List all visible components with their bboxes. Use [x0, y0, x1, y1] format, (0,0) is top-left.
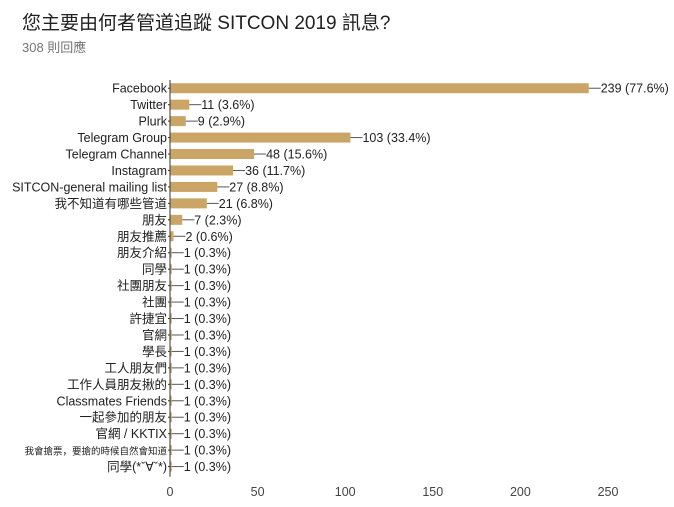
- data-label: 21 (6.8%): [219, 197, 273, 211]
- category-label: 官網: [142, 327, 167, 342]
- data-label: 1 (0.3%): [184, 296, 231, 310]
- bar: [170, 149, 254, 159]
- bar: [170, 83, 589, 93]
- data-label: 1 (0.3%): [184, 460, 231, 474]
- category-label: Twitter: [130, 98, 167, 112]
- data-label: 1 (0.3%): [184, 345, 231, 359]
- category-label: Facebook: [112, 82, 168, 96]
- bar: [170, 165, 233, 175]
- x-tick-label: 0: [167, 485, 174, 499]
- category-label: Classmates Friends: [57, 394, 167, 408]
- data-label: 1 (0.3%): [184, 279, 231, 293]
- bar: [170, 215, 182, 225]
- category-label: Telegram Channel: [66, 148, 167, 162]
- category-label: 工人朋友們: [104, 361, 167, 375]
- category-label: 一起參加的朋友: [79, 410, 167, 425]
- category-label: Telegram Group: [77, 131, 167, 145]
- data-label: 9 (2.9%): [198, 115, 245, 129]
- data-label: 1 (0.3%): [184, 361, 231, 375]
- data-label: 1 (0.3%): [184, 312, 231, 326]
- bar: [170, 198, 207, 208]
- data-label: 27 (8.8%): [229, 180, 283, 194]
- category-label: 社團: [142, 295, 167, 310]
- data-label: 36 (11.7%): [245, 164, 305, 178]
- data-label: 7 (2.3%): [194, 213, 241, 227]
- data-label: 239 (77.6%): [601, 82, 669, 96]
- category-label: 朋友推薦: [117, 230, 167, 244]
- data-label: 1 (0.3%): [184, 427, 231, 441]
- x-tick-label: 200: [510, 485, 531, 499]
- bar: [170, 182, 217, 192]
- category-label: 同學(*ˇ∀ˇ*): [107, 460, 167, 474]
- category-label: Plurk: [139, 115, 168, 129]
- x-tick-label: 150: [422, 485, 443, 499]
- data-label: 1 (0.3%): [184, 378, 231, 392]
- bar: [170, 133, 350, 143]
- data-label: 103 (33.4%): [362, 131, 430, 145]
- category-label: 許捷宜: [129, 311, 167, 326]
- category-label: 社團朋友: [117, 278, 167, 293]
- category-label: 同學: [142, 263, 167, 277]
- data-label: 1 (0.3%): [184, 328, 231, 342]
- x-tick-label: 50: [251, 485, 265, 499]
- bar: [170, 231, 174, 241]
- x-tick-label: 250: [598, 485, 619, 499]
- category-label: 朋友介紹: [117, 246, 167, 260]
- data-label: 11 (3.6%): [201, 98, 254, 112]
- category-label: 官網 / KKTIX: [95, 426, 167, 441]
- data-label: 1 (0.3%): [184, 444, 231, 458]
- data-label: 2 (0.6%): [186, 230, 233, 244]
- category-label: 我不知道有哪些管道: [54, 196, 167, 211]
- bar: [170, 100, 189, 110]
- category-label: 學長: [142, 345, 168, 359]
- bar: [170, 116, 186, 126]
- data-label: 1 (0.3%): [184, 394, 231, 408]
- data-label: 48 (15.6%): [266, 148, 327, 162]
- category-label: Instagram: [111, 164, 167, 178]
- category-label: 朋友: [142, 213, 167, 227]
- x-tick-label: 100: [335, 485, 356, 499]
- data-label: 1 (0.3%): [184, 263, 231, 277]
- category-label: 我會搶票，要搶的時候自然會知道: [24, 446, 167, 458]
- data-label: 1 (0.3%): [184, 246, 231, 260]
- category-label: SITCON-general mailing list: [12, 180, 167, 194]
- category-label: 工作人員朋友揪的: [67, 377, 167, 392]
- data-label: 1 (0.3%): [184, 411, 231, 425]
